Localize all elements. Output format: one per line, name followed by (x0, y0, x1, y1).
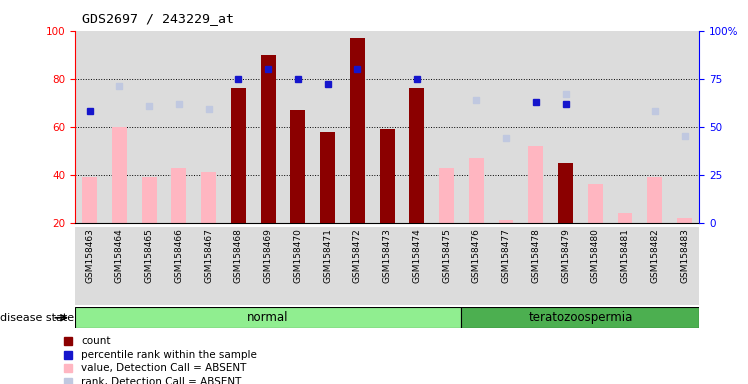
Bar (432, 31, 462, 223)
Text: GSM158463: GSM158463 (85, 228, 94, 283)
Bar (75, 307, 462, 328)
Bar (521, 31, 551, 223)
Bar (82, 177, 97, 223)
Bar (171, 167, 186, 223)
Text: GSM158476: GSM158476 (472, 228, 481, 283)
Bar (432, 227, 462, 305)
Bar (462, 307, 699, 328)
Bar (640, 227, 669, 305)
Bar (261, 55, 275, 223)
Bar (343, 227, 373, 305)
Bar (521, 227, 551, 305)
Bar (164, 227, 194, 305)
Bar (283, 31, 313, 223)
Bar (528, 146, 543, 223)
Bar (75, 227, 105, 305)
Bar (194, 31, 224, 223)
Text: GSM158482: GSM158482 (650, 228, 659, 283)
Bar (231, 88, 246, 223)
Text: GSM158467: GSM158467 (204, 228, 213, 283)
Bar (141, 177, 156, 223)
Bar (610, 31, 640, 223)
Bar (320, 131, 335, 223)
Bar (313, 31, 343, 223)
Bar (135, 227, 164, 305)
Bar (290, 110, 305, 223)
Text: teratozoospermia: teratozoospermia (528, 311, 633, 324)
Bar (669, 31, 699, 223)
Bar (350, 38, 365, 223)
Text: rank, Detection Call = ABSENT: rank, Detection Call = ABSENT (81, 377, 242, 384)
Bar (402, 227, 432, 305)
Text: GSM158465: GSM158465 (144, 228, 153, 283)
Text: GSM158473: GSM158473 (382, 228, 392, 283)
Bar (254, 31, 283, 223)
Bar (105, 31, 135, 223)
Bar (610, 227, 640, 305)
Text: disease state: disease state (0, 313, 74, 323)
Text: normal: normal (248, 311, 289, 324)
Text: GSM158479: GSM158479 (561, 228, 570, 283)
Bar (380, 129, 394, 223)
Bar (647, 177, 662, 223)
Bar (551, 31, 580, 223)
Text: count: count (81, 336, 111, 346)
Text: percentile rank within the sample: percentile rank within the sample (81, 350, 257, 360)
Bar (313, 227, 343, 305)
Bar (439, 167, 454, 223)
Bar (618, 213, 633, 223)
Bar (491, 227, 521, 305)
Text: GSM158477: GSM158477 (502, 228, 511, 283)
Bar (402, 31, 432, 223)
Bar (558, 163, 573, 223)
Text: GDS2697 / 243229_at: GDS2697 / 243229_at (82, 12, 234, 25)
Bar (105, 227, 135, 305)
Bar (409, 88, 424, 223)
Bar (469, 158, 484, 223)
Bar (491, 31, 521, 223)
Bar (588, 184, 603, 223)
Bar (343, 31, 373, 223)
Text: GSM158474: GSM158474 (412, 228, 421, 283)
Bar (462, 31, 491, 223)
Bar (462, 227, 491, 305)
Bar (164, 31, 194, 223)
Text: GSM158483: GSM158483 (680, 228, 689, 283)
Text: GSM158466: GSM158466 (174, 228, 183, 283)
Bar (640, 31, 669, 223)
Bar (194, 227, 224, 305)
Bar (580, 227, 610, 305)
Bar (677, 218, 692, 223)
Text: GSM158481: GSM158481 (621, 228, 630, 283)
Bar (669, 227, 699, 305)
Text: GSM158480: GSM158480 (591, 228, 600, 283)
Bar (373, 31, 402, 223)
Bar (224, 227, 254, 305)
Text: GSM158468: GSM158468 (234, 228, 243, 283)
Text: GSM158472: GSM158472 (353, 228, 362, 283)
Bar (135, 31, 164, 223)
Bar (580, 31, 610, 223)
Text: GSM158478: GSM158478 (531, 228, 540, 283)
Bar (373, 227, 402, 305)
Text: GSM158470: GSM158470 (293, 228, 302, 283)
Bar (283, 227, 313, 305)
Bar (75, 31, 105, 223)
Bar (499, 220, 513, 223)
Text: GSM158464: GSM158464 (115, 228, 124, 283)
Bar (224, 31, 254, 223)
Text: GSM158469: GSM158469 (263, 228, 272, 283)
Bar (112, 127, 127, 223)
Bar (551, 227, 580, 305)
Text: value, Detection Call = ABSENT: value, Detection Call = ABSENT (81, 363, 246, 374)
Text: GSM158475: GSM158475 (442, 228, 451, 283)
Text: GSM158471: GSM158471 (323, 228, 332, 283)
Bar (201, 172, 216, 223)
Bar (254, 227, 283, 305)
